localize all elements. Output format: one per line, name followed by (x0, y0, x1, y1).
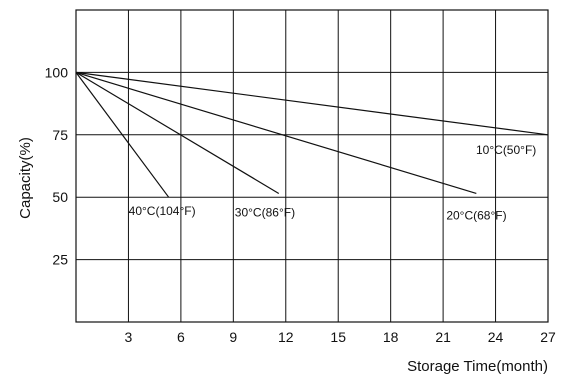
series-line (75, 71, 280, 194)
x-axis-label: Storage Time(month) (407, 358, 548, 375)
series-line (75, 71, 477, 195)
x-tick-label: 12 (278, 329, 294, 345)
plot-frame (75, 9, 549, 323)
grid-lines (75, 9, 549, 323)
tick-labels: 3 6 9 12 15 18 21 24 27 25 50 75 100 (45, 64, 556, 345)
y-tick-label: 75 (52, 127, 68, 143)
series-label: 40°C(104°F) (129, 204, 196, 218)
series-label: 30°C(86°F) (235, 205, 295, 219)
y-tick-label: 50 (52, 189, 68, 205)
x-tick-label: 15 (330, 329, 346, 345)
x-tick-label: 21 (435, 329, 451, 345)
y-tick-label: 25 (52, 252, 68, 268)
series-label: 10°C(50°F) (476, 143, 536, 157)
series-labels: 10°C(50°F) 20°C(68°F) 30°C(86°F) 40°C(104°F… (129, 143, 537, 223)
series-lines (75, 71, 549, 198)
x-tick-label: 6 (177, 329, 185, 345)
x-tick-label: 18 (383, 329, 399, 345)
series-label: 20°C(68°F) (446, 208, 506, 222)
x-tick-label: 3 (125, 329, 133, 345)
x-tick-label: 24 (488, 329, 504, 345)
series-line (75, 72, 170, 198)
x-tick-label: 9 (229, 329, 237, 345)
y-tick-label: 100 (45, 64, 69, 80)
x-tick-label: 27 (540, 329, 556, 345)
series-line (75, 71, 549, 136)
y-axis-label: Capacity(%) (17, 137, 34, 219)
